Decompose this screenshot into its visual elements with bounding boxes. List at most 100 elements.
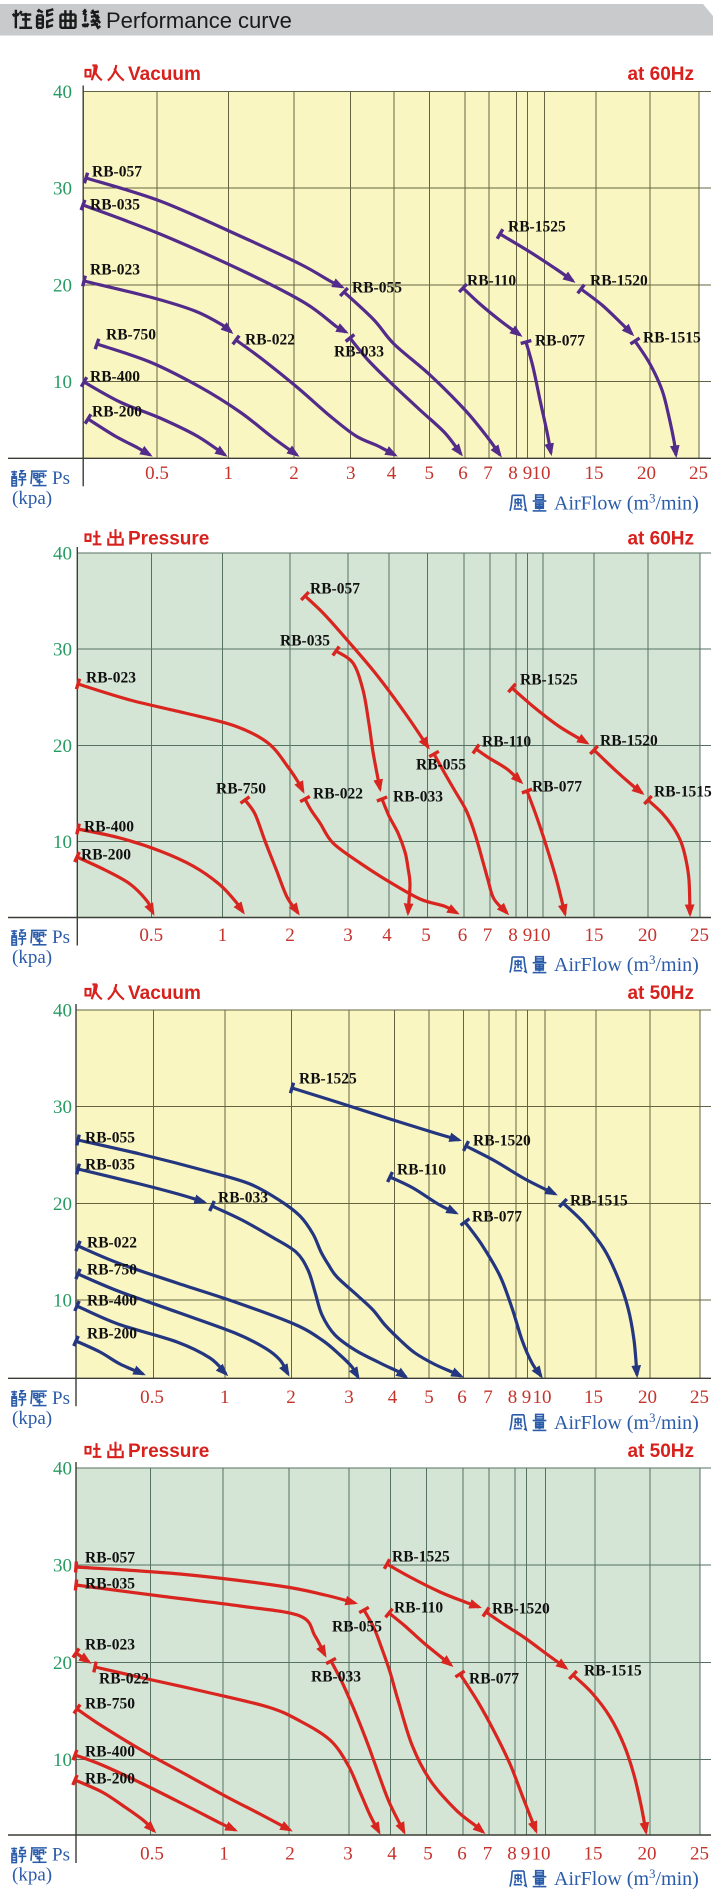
svg-text:(kpa): (kpa) — [12, 1865, 52, 1886]
svg-text:4: 4 — [382, 925, 392, 946]
svg-text:10: 10 — [53, 1291, 72, 1312]
svg-text:RB-057: RB-057 — [85, 1550, 135, 1567]
svg-text:4: 4 — [387, 1844, 397, 1865]
svg-text:20: 20 — [53, 275, 72, 296]
svg-text:RB-400: RB-400 — [84, 819, 134, 836]
svg-text:RB-1525: RB-1525 — [392, 1549, 450, 1566]
svg-text:RB-022: RB-022 — [245, 332, 295, 349]
svg-text:25: 25 — [690, 1387, 709, 1408]
svg-text:7: 7 — [483, 1387, 493, 1408]
svg-text:8: 8 — [507, 1844, 517, 1865]
svg-text:0.5: 0.5 — [145, 463, 169, 484]
svg-text:10: 10 — [533, 1387, 552, 1408]
svg-text:2: 2 — [285, 1844, 295, 1865]
svg-text:RB-200: RB-200 — [81, 847, 131, 864]
svg-text:RB-1520: RB-1520 — [492, 1601, 550, 1618]
svg-text:30: 30 — [53, 1097, 72, 1118]
svg-text:20: 20 — [638, 1844, 657, 1865]
svg-text:RB-033: RB-033 — [311, 1669, 361, 1686]
svg-text:RB-077: RB-077 — [535, 333, 585, 350]
svg-text:RB-200: RB-200 — [87, 1326, 137, 1343]
svg-text:RB-035: RB-035 — [280, 633, 330, 650]
svg-text:AirFlow (m3/min): AirFlow (m3/min) — [554, 1866, 699, 1889]
svg-text:30: 30 — [53, 1556, 72, 1577]
svg-text:RB-1520: RB-1520 — [600, 733, 658, 750]
svg-text:Ps: Ps — [52, 1388, 70, 1409]
svg-text:RB-750: RB-750 — [85, 1696, 135, 1713]
svg-text:RB-750: RB-750 — [106, 327, 156, 344]
svg-text:8: 8 — [508, 925, 518, 946]
svg-text:RB-1525: RB-1525 — [299, 1071, 357, 1088]
svg-text:at 60Hz: at 60Hz — [627, 64, 694, 85]
svg-text:20: 20 — [53, 1653, 72, 1674]
svg-text:0.5: 0.5 — [140, 1844, 164, 1865]
svg-text:15: 15 — [584, 1387, 603, 1408]
svg-text:at 50Hz: at 50Hz — [627, 983, 694, 1004]
svg-text:8: 8 — [508, 463, 518, 484]
svg-text:RB-1515: RB-1515 — [584, 1663, 642, 1680]
svg-text:Performance curve: Performance curve — [106, 8, 292, 33]
svg-text:RB-022: RB-022 — [99, 1671, 149, 1688]
svg-text:RB-022: RB-022 — [87, 1235, 137, 1252]
svg-text:40: 40 — [53, 82, 72, 103]
svg-text:15: 15 — [585, 925, 604, 946]
svg-text:RB-1525: RB-1525 — [508, 219, 566, 236]
svg-text:RB-033: RB-033 — [393, 789, 443, 806]
svg-text:1: 1 — [220, 1387, 230, 1408]
svg-text:10: 10 — [53, 372, 72, 393]
svg-text:RB-110: RB-110 — [394, 1600, 443, 1617]
svg-text:25: 25 — [690, 925, 709, 946]
svg-text:1: 1 — [219, 1844, 229, 1865]
svg-text:40: 40 — [53, 1459, 72, 1480]
svg-text:Vacuum: Vacuum — [128, 64, 201, 85]
svg-text:RB-022: RB-022 — [313, 786, 363, 803]
svg-text:RB-077: RB-077 — [472, 1209, 522, 1226]
svg-text:7: 7 — [483, 1844, 493, 1865]
svg-text:RB-1515: RB-1515 — [654, 784, 712, 801]
svg-text:4: 4 — [387, 463, 397, 484]
svg-text:RB-110: RB-110 — [397, 1162, 446, 1179]
svg-text:3: 3 — [344, 1387, 354, 1408]
svg-text:RB-110: RB-110 — [482, 734, 531, 751]
svg-text:RB-400: RB-400 — [90, 369, 140, 386]
svg-text:RB-077: RB-077 — [469, 1671, 519, 1688]
svg-text:20: 20 — [53, 1194, 72, 1215]
svg-text:RB-033: RB-033 — [334, 344, 384, 361]
svg-text:Pressure: Pressure — [128, 1441, 209, 1462]
svg-text:RB-055: RB-055 — [85, 1130, 135, 1147]
svg-text:40: 40 — [53, 1001, 72, 1022]
svg-text:RB-400: RB-400 — [85, 1744, 135, 1761]
svg-text:9: 9 — [521, 1844, 531, 1865]
svg-text:RB-400: RB-400 — [87, 1293, 137, 1310]
svg-text:RB-200: RB-200 — [85, 1771, 135, 1788]
svg-text:20: 20 — [638, 1387, 657, 1408]
svg-text:6: 6 — [457, 1844, 467, 1865]
svg-text:6: 6 — [458, 925, 468, 946]
svg-text:RB-035: RB-035 — [85, 1157, 135, 1174]
svg-text:RB-750: RB-750 — [87, 1262, 137, 1279]
svg-text:2: 2 — [285, 925, 295, 946]
svg-text:RB-1515: RB-1515 — [643, 330, 701, 347]
svg-text:0.5: 0.5 — [139, 925, 163, 946]
svg-text:AirFlow (m3/min): AirFlow (m3/min) — [554, 1410, 699, 1434]
svg-text:4: 4 — [388, 1387, 398, 1408]
svg-text:3: 3 — [346, 463, 356, 484]
svg-text:RB-023: RB-023 — [86, 670, 136, 687]
svg-text:7: 7 — [483, 463, 493, 484]
svg-text:7: 7 — [483, 925, 493, 946]
svg-text:1: 1 — [224, 463, 234, 484]
svg-text:(kpa): (kpa) — [12, 947, 52, 968]
svg-text:30: 30 — [53, 640, 72, 661]
svg-text:10: 10 — [53, 832, 72, 853]
svg-text:8: 8 — [508, 1387, 518, 1408]
svg-text:(kpa): (kpa) — [12, 1408, 52, 1429]
svg-text:RB-077: RB-077 — [532, 779, 582, 796]
svg-text:Ps: Ps — [52, 468, 70, 489]
svg-text:5: 5 — [423, 1844, 433, 1865]
svg-text:AirFlow (m3/min): AirFlow (m3/min) — [554, 490, 699, 514]
svg-text:2: 2 — [289, 463, 299, 484]
svg-text:20: 20 — [638, 925, 657, 946]
svg-text:RB-055: RB-055 — [332, 1619, 382, 1636]
svg-text:10: 10 — [532, 1844, 551, 1865]
svg-text:6: 6 — [458, 463, 468, 484]
